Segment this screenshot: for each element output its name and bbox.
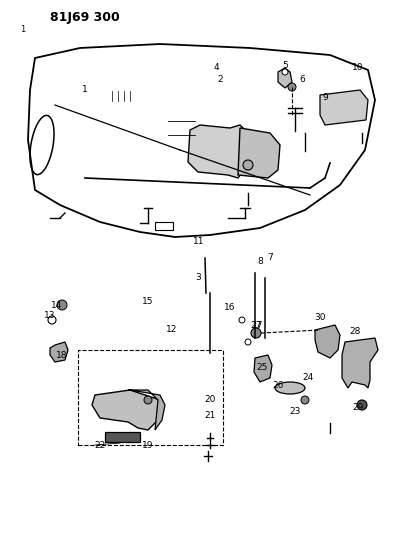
Text: 7: 7 [267, 253, 273, 262]
Text: 6: 6 [299, 76, 305, 85]
Text: 18: 18 [56, 351, 68, 359]
Polygon shape [50, 342, 68, 362]
Text: 14: 14 [51, 301, 63, 310]
Text: 15: 15 [142, 297, 154, 306]
Text: 26: 26 [272, 381, 284, 390]
Text: 30: 30 [314, 313, 326, 322]
Text: 19: 19 [142, 440, 154, 449]
Ellipse shape [275, 382, 305, 394]
Text: 4: 4 [213, 63, 219, 72]
Text: 24: 24 [302, 374, 314, 383]
Text: 17: 17 [252, 320, 264, 329]
Bar [78, 350, 223, 445]
Polygon shape [105, 432, 140, 442]
Text: 28: 28 [349, 327, 361, 336]
Circle shape [301, 396, 309, 404]
Text: 9: 9 [322, 93, 328, 102]
Circle shape [251, 328, 261, 338]
Text: 12: 12 [166, 326, 178, 335]
Text: 11: 11 [192, 238, 204, 246]
Polygon shape [278, 68, 292, 88]
Circle shape [144, 396, 152, 404]
Text: 13: 13 [44, 311, 56, 319]
Polygon shape [188, 125, 250, 178]
Text: 21: 21 [204, 410, 216, 419]
Circle shape [357, 400, 367, 410]
Text: 1: 1 [82, 85, 88, 94]
Text: 5: 5 [282, 61, 288, 69]
Polygon shape [92, 390, 160, 430]
Polygon shape [254, 355, 272, 382]
Polygon shape [315, 325, 340, 358]
Text: 8: 8 [257, 257, 263, 266]
Polygon shape [342, 338, 378, 388]
Text: 25: 25 [256, 364, 268, 373]
Bar [155, 222, 173, 230]
Text: 81J69 300: 81J69 300 [50, 12, 120, 25]
Text: 20: 20 [204, 395, 216, 405]
Text: 27: 27 [250, 320, 262, 329]
Text: 10: 10 [352, 63, 364, 72]
Text: 29: 29 [352, 403, 364, 413]
Text: 3: 3 [195, 272, 201, 281]
Text: 22: 22 [94, 440, 106, 449]
Polygon shape [238, 128, 280, 178]
Circle shape [57, 300, 67, 310]
Circle shape [327, 105, 333, 111]
Text: 2: 2 [217, 76, 223, 85]
Text: 16: 16 [224, 303, 236, 312]
Polygon shape [128, 390, 165, 430]
Circle shape [239, 317, 245, 323]
Text: 23: 23 [289, 408, 301, 416]
Circle shape [245, 339, 251, 345]
Circle shape [282, 69, 288, 75]
Polygon shape [320, 90, 368, 125]
Text: 1: 1 [20, 26, 25, 35]
Circle shape [243, 160, 253, 170]
Circle shape [288, 83, 296, 91]
